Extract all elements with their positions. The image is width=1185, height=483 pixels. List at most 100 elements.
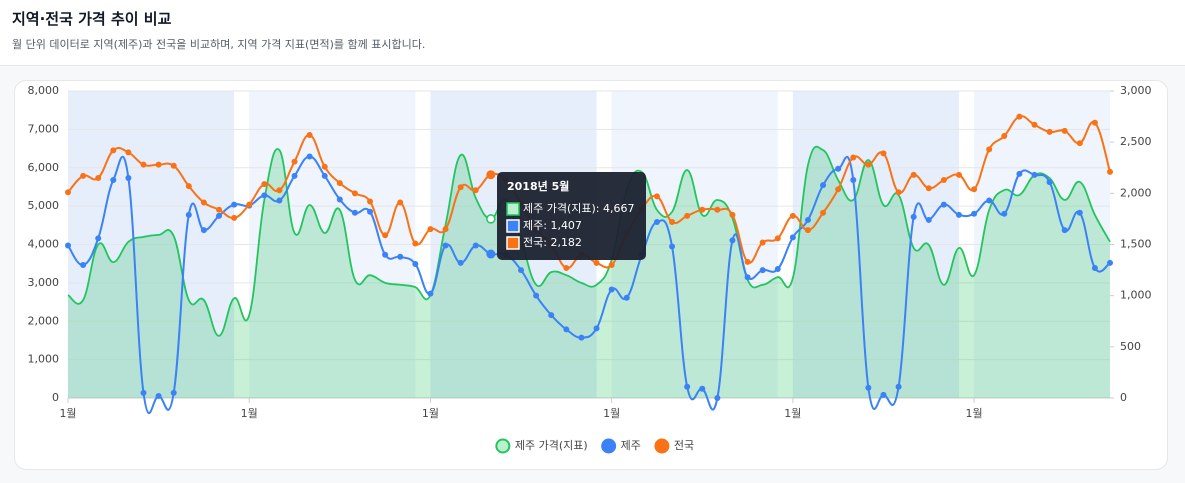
tooltip-line: 전국: 2,182	[523, 236, 582, 249]
point	[563, 265, 570, 272]
legend-label: 제주 가격(지표)	[515, 439, 588, 452]
tooltip-swatch	[506, 236, 520, 250]
point	[774, 235, 781, 242]
point	[140, 389, 147, 396]
x-tick-label: 1월	[966, 407, 983, 420]
y-tick-label: 3,000	[28, 276, 60, 289]
legend-label: 전국	[674, 439, 694, 452]
point	[880, 391, 887, 398]
area-line	[67, 145, 1111, 337]
point	[472, 187, 479, 194]
point	[865, 161, 872, 168]
point	[820, 182, 827, 189]
point	[125, 174, 132, 181]
point	[1076, 209, 1083, 216]
point	[971, 210, 978, 217]
x-tick-label: 1월	[422, 407, 439, 420]
point	[276, 197, 283, 204]
point	[1001, 210, 1008, 217]
point	[653, 218, 660, 225]
point	[185, 183, 192, 190]
point	[1076, 140, 1083, 147]
point	[397, 253, 404, 260]
y2-tick-label: 1,000	[1120, 289, 1152, 302]
point	[518, 267, 525, 274]
point	[412, 240, 419, 247]
hover-point	[486, 214, 496, 224]
point	[699, 206, 706, 213]
point	[653, 193, 660, 200]
area	[68, 146, 1110, 398]
point	[774, 266, 781, 273]
point	[548, 312, 555, 319]
point	[382, 251, 389, 258]
point	[261, 181, 268, 188]
point	[684, 383, 691, 390]
y-tick-label: 1,000	[28, 353, 60, 366]
point	[850, 154, 857, 161]
point	[185, 211, 192, 218]
header: 지역·전국 가격 추이 비교 월 단위 데이터로 지역(제주)과 전국을 비교하…	[0, 0, 1185, 66]
point	[910, 213, 917, 220]
point	[321, 163, 328, 170]
point	[412, 260, 419, 267]
point	[95, 174, 102, 181]
legend-marker	[495, 438, 511, 454]
y-tick-label: 7,000	[28, 122, 60, 135]
point	[759, 239, 766, 246]
point	[427, 226, 434, 233]
y-tick-label: 4,000	[28, 238, 60, 251]
point	[125, 149, 132, 156]
point	[684, 212, 691, 219]
legend-item: 제주	[601, 438, 641, 454]
point	[578, 334, 585, 341]
point	[744, 258, 751, 265]
point	[442, 242, 449, 249]
x-tick-label: 1월	[784, 407, 801, 420]
y2-tick-label: 2,500	[1120, 135, 1152, 148]
point	[306, 153, 313, 160]
point	[351, 190, 358, 197]
tooltip-line: 제주 가격(지표): 4,667	[523, 202, 635, 215]
point	[1046, 179, 1053, 186]
point	[820, 209, 827, 216]
legend-marker	[654, 438, 670, 454]
point	[155, 392, 162, 399]
point	[925, 185, 932, 192]
point	[955, 171, 962, 178]
point	[382, 232, 389, 239]
y-tick-label: 8,000	[28, 84, 60, 97]
point	[1046, 128, 1053, 135]
point	[170, 389, 177, 396]
point	[729, 237, 736, 244]
point	[216, 206, 223, 213]
point	[336, 196, 343, 203]
point	[623, 294, 630, 301]
legend-item: 전국	[654, 438, 694, 454]
point	[593, 259, 600, 266]
page-title: 지역·전국 가격 추이 비교	[12, 10, 172, 28]
point	[216, 212, 223, 219]
point	[971, 186, 978, 193]
tooltip-box	[497, 172, 646, 260]
point	[925, 216, 932, 223]
y2-tick-label: 500	[1120, 340, 1141, 353]
point	[1001, 133, 1008, 140]
y-tick-label: 6,000	[28, 161, 60, 174]
point	[246, 201, 253, 208]
point	[95, 235, 102, 242]
point	[200, 199, 207, 206]
point	[744, 274, 751, 281]
point	[669, 218, 676, 225]
point	[880, 150, 887, 157]
point	[276, 187, 283, 194]
point	[1107, 259, 1113, 266]
point	[563, 326, 570, 333]
y2-tick-label: 2,000	[1120, 186, 1152, 199]
point	[110, 147, 117, 154]
point	[170, 162, 177, 169]
point	[1031, 171, 1038, 178]
point	[789, 212, 796, 219]
